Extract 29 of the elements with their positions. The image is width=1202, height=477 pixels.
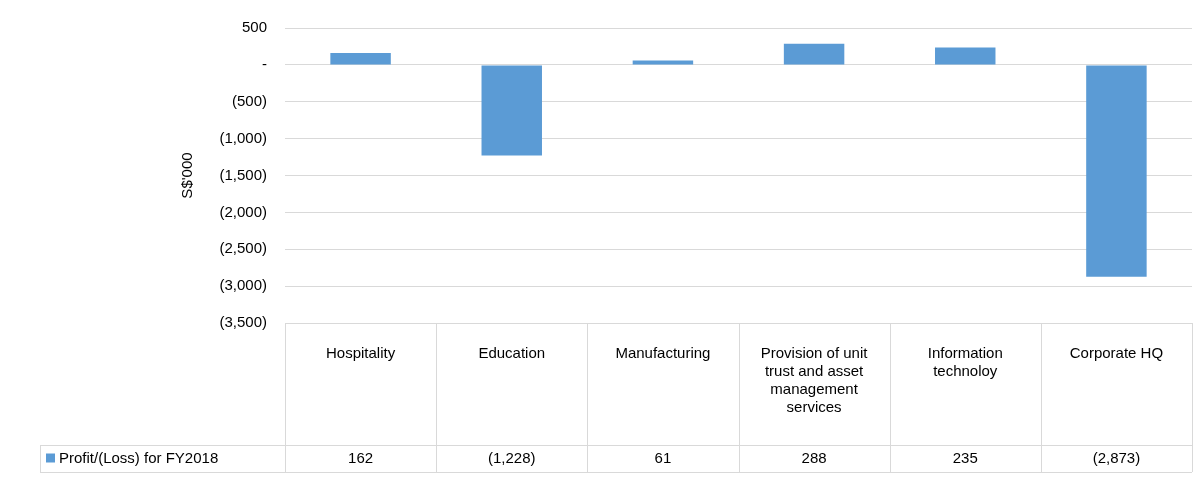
bar xyxy=(935,47,996,65)
y-tick-label: (3,500) xyxy=(219,313,267,331)
y-tick-label: (1,500) xyxy=(219,165,267,183)
data-label: 288 xyxy=(801,448,827,466)
bar xyxy=(481,65,542,156)
y-tick-label: (2,500) xyxy=(219,239,267,257)
bar xyxy=(632,60,694,65)
y-tick-label: (500) xyxy=(231,91,267,109)
y-tick-label: 500 xyxy=(241,18,267,36)
x-tick-label: Provision of unit trust and asset management services xyxy=(760,344,869,416)
y-tick-label: - xyxy=(262,55,267,73)
bar xyxy=(1086,65,1147,277)
x-tick-label: Information technoloy xyxy=(927,344,1003,380)
data-label: (1,228) xyxy=(487,448,536,466)
data-label: 235 xyxy=(952,448,978,466)
y-axis-title: S$'000 xyxy=(178,152,196,199)
bar xyxy=(330,52,391,65)
data-label: 61 xyxy=(654,448,672,466)
x-tick-label: Manufacturing xyxy=(615,344,711,362)
y-tick-label: (2,000) xyxy=(219,202,267,220)
x-tick-label: Education xyxy=(478,344,546,362)
y-tick-label: (1,000) xyxy=(219,128,267,146)
y-tick-label: (3,000) xyxy=(219,276,267,294)
bar xyxy=(783,43,845,65)
data-label: (2,873) xyxy=(1092,448,1141,466)
x-tick-label: Corporate HQ xyxy=(1069,344,1164,362)
x-tick-label: Hospitality xyxy=(325,344,396,362)
data-label: 162 xyxy=(348,448,374,466)
legend-label: Profit/(Loss) for FY2018 xyxy=(59,448,219,466)
